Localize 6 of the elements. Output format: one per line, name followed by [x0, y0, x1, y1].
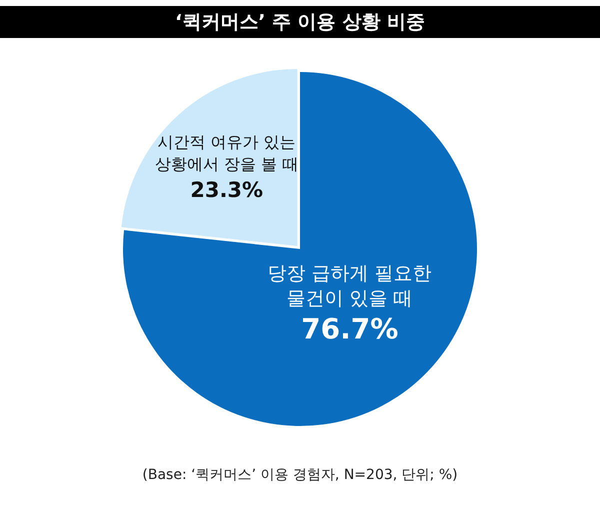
- chart-title: ‘퀵커머스’ 주 이용 상황 비중: [0, 6, 600, 38]
- text: (Base: ‘퀵커머스’ 이용 경험자, N=203, 단위; %): [141, 466, 459, 484]
- data-label: 23.3%: [190, 178, 264, 202]
- data-label: 76.7%: [301, 312, 398, 346]
- slice-label: 시간적 여유가 있는 상황에서 장을 볼 때: [155, 132, 298, 174]
- slice-label: 당장 급하게 필요한 물건이 있을 때: [268, 262, 432, 310]
